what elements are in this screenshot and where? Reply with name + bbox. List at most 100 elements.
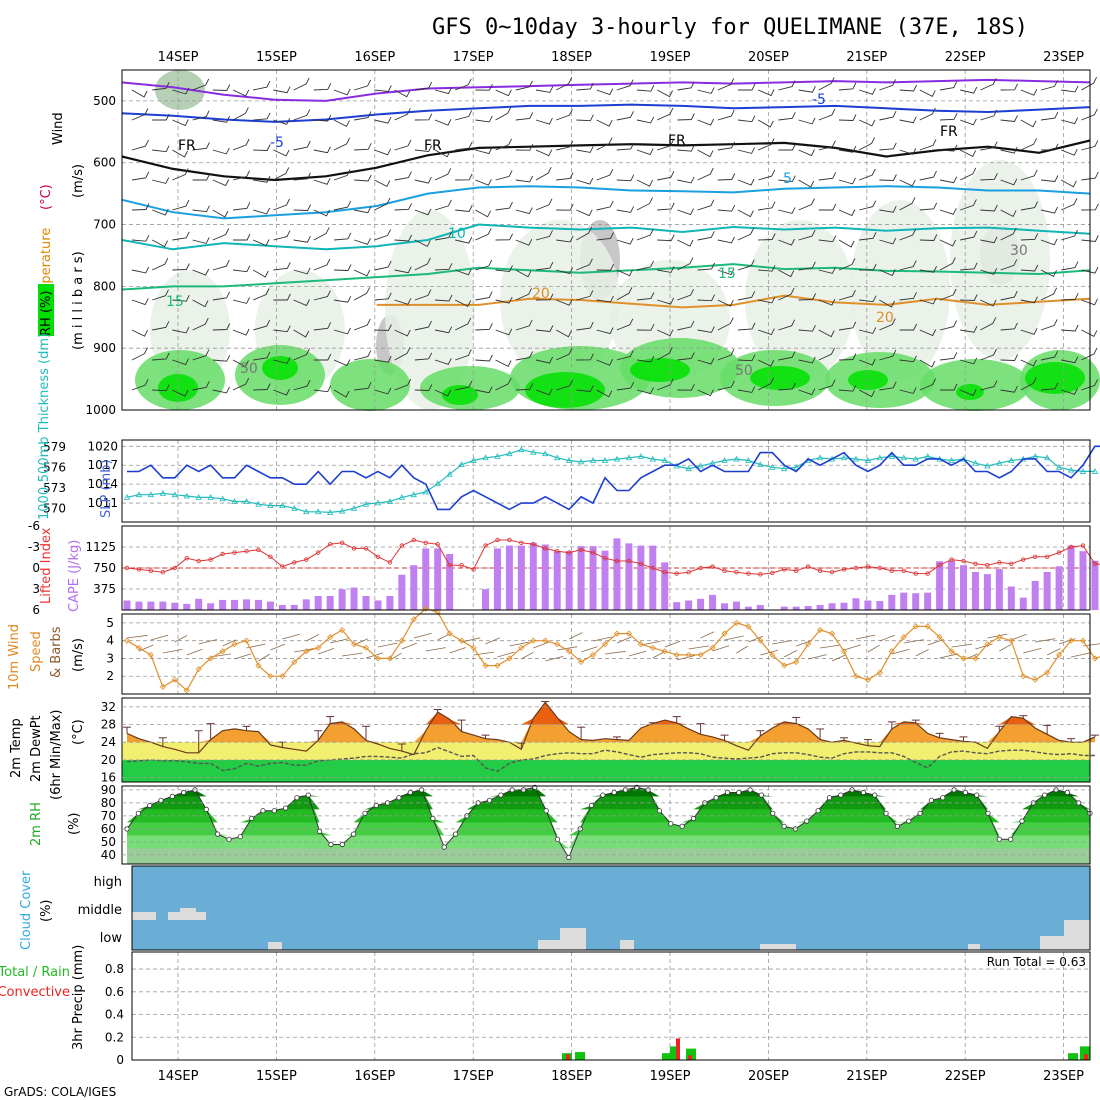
upper-wind-barb	[394, 139, 412, 151]
wind10m-barb	[843, 644, 862, 651]
cape-bar	[1091, 560, 1099, 610]
contour-label-10: 20	[532, 286, 550, 302]
rh2m-point	[826, 795, 833, 801]
slp-line	[127, 445, 1100, 511]
wind10m-barb	[867, 644, 880, 653]
thickness-point	[147, 491, 155, 498]
wind10m-point	[566, 648, 573, 655]
upper-wind-barb	[919, 170, 937, 181]
top-date-2: 16SEP	[354, 50, 395, 65]
upper-wind-barb	[515, 80, 533, 91]
rh2m-point	[328, 841, 334, 848]
upper-wind-barb	[192, 381, 210, 391]
upper-wind-barb	[293, 77, 310, 91]
contour-label-12: 30	[1010, 243, 1028, 259]
upper-wind-barb	[515, 288, 533, 301]
lifted-index-point	[913, 571, 918, 576]
wind10m-point	[147, 651, 154, 658]
wind10m-barb	[342, 652, 363, 657]
upper-wind-barb	[677, 320, 695, 331]
wind10m-barb	[640, 641, 661, 646]
lifted-index-point	[375, 554, 381, 559]
wind10m-point	[578, 658, 585, 666]
wind10m-barb	[449, 647, 466, 654]
upper-wind-barb	[717, 204, 736, 212]
wind10m-barb	[999, 643, 1012, 652]
cape-bar	[541, 544, 549, 610]
precip-conv-bar	[1084, 1054, 1088, 1060]
rh2m-point	[996, 836, 1002, 842]
wind10m-barb	[568, 632, 583, 640]
top-date-8: 22SEP	[945, 50, 986, 65]
upper-wind-barb	[858, 137, 876, 151]
upper-wind-barb	[960, 167, 977, 181]
upper-wind-barb	[879, 174, 897, 181]
wind10m-point	[482, 662, 489, 669]
upper-wind-barb	[1040, 287, 1058, 301]
wind10m-point	[1008, 637, 1015, 644]
rh2m-point	[974, 792, 980, 798]
cloud-block-11	[1064, 920, 1090, 950]
wind10m-barb	[676, 655, 695, 661]
upper-wind-barb	[576, 114, 594, 122]
upper-wind-barb	[555, 77, 573, 91]
upper-wind-barb	[212, 84, 231, 91]
upper-tick-1000: 1000	[85, 403, 116, 417]
upper-wind-barb	[737, 227, 755, 241]
cape-bar	[565, 551, 573, 610]
upper-wind-barb	[677, 288, 695, 301]
upper-wind-barb	[657, 329, 674, 337]
lifted-index-point	[997, 560, 1002, 565]
upper-wind-barb	[232, 328, 250, 336]
rh2m-point	[713, 795, 719, 801]
lifted-index-point	[925, 571, 930, 576]
upper-wind-barb	[394, 203, 413, 211]
thickness-point	[326, 509, 334, 515]
upper-wind-barb	[495, 328, 513, 336]
upper-wind-barb	[798, 149, 815, 157]
bottom-date-0: 14SEP	[158, 1069, 199, 1084]
ylabel-slp: SLP (mb)	[99, 459, 114, 518]
upper-wind-barb	[758, 169, 776, 181]
upper-wind-barb	[1020, 328, 1038, 335]
wind10m-barb	[425, 647, 446, 652]
thickness-point	[577, 458, 585, 465]
upper-wind-barb	[192, 142, 210, 151]
rh2m-point	[396, 795, 402, 801]
upper-wind-barb	[576, 385, 594, 392]
upper-wind-barb	[455, 78, 472, 91]
upper-wind-barb	[212, 147, 230, 155]
lifted-index-point	[805, 564, 811, 569]
upper-wind-barb	[657, 378, 674, 391]
upper-wind-barb	[293, 267, 311, 275]
wind10m-barb	[294, 648, 315, 653]
precip-conv-bar	[566, 1054, 570, 1060]
upper-wind-barb	[394, 89, 411, 98]
isotherm--5	[121, 103, 1091, 123]
upper-wind-barb	[414, 113, 433, 121]
upper-wind-barb	[939, 352, 958, 361]
upper-wind-barb	[333, 137, 351, 151]
contour-label-9: 15	[166, 294, 184, 310]
cape-bar	[876, 601, 884, 610]
upper-wind-barb	[1000, 322, 1018, 331]
contour-label-13: 50	[240, 361, 258, 377]
upper-wind-barb	[899, 84, 918, 92]
precip-total-bar	[662, 1053, 672, 1060]
wind10m-point	[207, 655, 214, 662]
rh-shading-22	[1025, 362, 1085, 394]
upper-wind-barb	[1000, 83, 1019, 91]
upper-wind-barb	[455, 110, 473, 121]
upper-wind-barb	[152, 145, 170, 153]
rh2m-point	[736, 789, 742, 796]
wind10m-point	[518, 644, 525, 651]
upper-wind-barb	[778, 319, 796, 331]
thickness-point	[315, 508, 322, 515]
wind10m-barb	[831, 654, 847, 662]
upper-wind-barb	[455, 349, 472, 361]
wind10m-barb	[282, 633, 301, 640]
upper-wind-barb	[1000, 290, 1018, 301]
cape-bar	[589, 546, 597, 610]
thickness-point	[231, 498, 238, 504]
upper-wind-barb	[273, 167, 290, 181]
